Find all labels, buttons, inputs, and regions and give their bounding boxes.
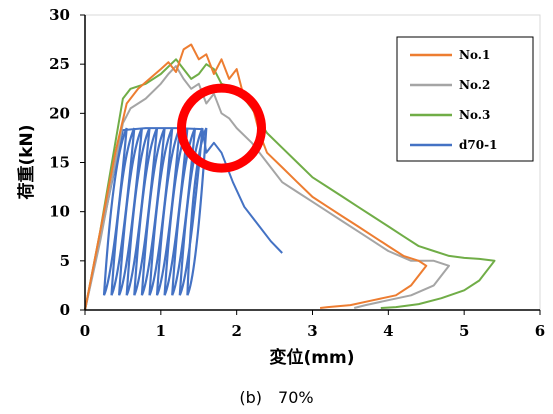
series-d70-1-cycle — [155, 127, 181, 296]
series-d70-1-cycle — [148, 127, 174, 296]
series-d70-1-cycle — [140, 127, 166, 296]
x-tick-label: 2 — [231, 322, 241, 340]
y-tick-label: 0 — [60, 301, 70, 319]
series-line-no-1 — [84, 43, 428, 311]
legend-label: No.3 — [459, 108, 490, 122]
series-d70-1-cycle — [133, 127, 159, 296]
x-tick-label: 5 — [459, 322, 469, 340]
series-line-no-2 — [84, 65, 450, 311]
legend-label: No.1 — [459, 48, 490, 62]
x-tick-label: 1 — [156, 322, 166, 340]
y-tick-label: 5 — [60, 252, 70, 270]
series-layer — [84, 43, 496, 311]
series-d70-1-cycle — [186, 127, 208, 296]
series-line-no-3 — [84, 58, 496, 311]
y-tick-label: 10 — [49, 203, 70, 221]
series-d70-1-cycle — [125, 127, 151, 296]
x-tick-label: 6 — [535, 322, 545, 340]
legend-label: No.2 — [459, 78, 490, 92]
series-d70-1-cycle — [118, 127, 143, 296]
x-axis-title: 変位(mm) — [270, 347, 355, 368]
y-tick-label: 20 — [49, 104, 70, 122]
x-tick-label: 4 — [383, 322, 393, 340]
x-tick-label: 3 — [307, 322, 317, 340]
highlight-circle — [177, 83, 266, 173]
y-tick-label: 15 — [49, 154, 70, 172]
x-tick-label: 0 — [80, 322, 90, 340]
legend-frame — [396, 36, 534, 162]
legend-label: d70-1 — [459, 138, 497, 152]
series-line-d70-1 — [84, 127, 283, 311]
y-tick-label: 25 — [49, 55, 70, 73]
annotation-layer — [177, 83, 266, 173]
series-d70-1-cycle — [102, 127, 128, 296]
figure-caption: (b) 70% — [239, 388, 314, 407]
series-d70-1-cycle — [163, 127, 189, 296]
legend: No.1 No.2 No.3 d70-1 — [396, 36, 534, 162]
tick-layer: 0 1 2 3 4 5 6 0 5 10 15 20 25 30 — [49, 6, 545, 340]
y-tick-label: 30 — [49, 6, 70, 24]
y-axis-title: 荷重(kN) — [16, 124, 37, 199]
